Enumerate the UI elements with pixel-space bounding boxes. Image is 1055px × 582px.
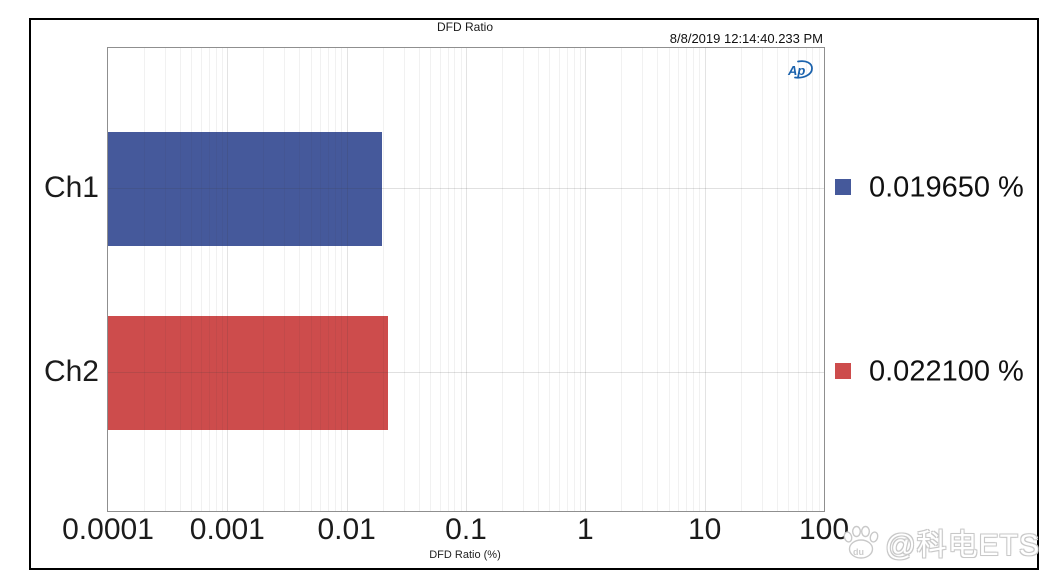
legend-marker-ch1 bbox=[835, 178, 851, 195]
timestamp: 8/8/2019 12:14:40.233 PM bbox=[669, 31, 823, 46]
gridline-vertical bbox=[320, 48, 322, 511]
gridline-vertical bbox=[812, 48, 814, 511]
bar-ch2 bbox=[108, 315, 388, 430]
gridline-vertical bbox=[501, 48, 503, 511]
gridline-vertical bbox=[164, 48, 166, 511]
paw-icon-label: du bbox=[853, 547, 864, 557]
gridline-vertical bbox=[221, 48, 223, 511]
audio-precision-logo-icon: Ap bbox=[787, 60, 813, 79]
gridline-vertical bbox=[797, 48, 799, 511]
gridline-vertical bbox=[740, 48, 742, 511]
gridline-vertical bbox=[678, 48, 680, 511]
baidu-paw-icon: du bbox=[843, 525, 879, 559]
gridline-vertical bbox=[579, 48, 581, 511]
gridline-vertical bbox=[805, 48, 807, 511]
gridline-vertical bbox=[549, 48, 551, 511]
gridline-vertical bbox=[200, 48, 202, 511]
gridline-vertical bbox=[284, 48, 286, 511]
ap-logo-text: Ap bbox=[787, 63, 805, 78]
bar-ch1 bbox=[108, 131, 382, 246]
x-tick-label: 0.0001 bbox=[62, 513, 154, 546]
gridline-vertical bbox=[566, 48, 568, 511]
gridline-vertical bbox=[382, 48, 384, 511]
watermark: du @科电ETS bbox=[840, 520, 1040, 564]
gridline-vertical bbox=[460, 48, 462, 511]
gridline-vertical bbox=[430, 48, 432, 511]
gridline-vertical bbox=[403, 48, 405, 511]
gridline-vertical bbox=[466, 48, 467, 511]
gridline-vertical bbox=[310, 48, 312, 511]
legend-value-ch1: 0.019650 % bbox=[869, 171, 1024, 204]
gridline-vertical bbox=[522, 48, 524, 511]
x-tick-label: 10 bbox=[687, 513, 722, 546]
gridline-vertical bbox=[335, 48, 337, 511]
x-tick-label: 100 bbox=[798, 513, 850, 546]
gridline-vertical bbox=[585, 48, 587, 511]
chart-title: DFD Ratio bbox=[436, 20, 493, 34]
gridline-vertical bbox=[657, 48, 659, 511]
gridline-vertical bbox=[346, 48, 348, 511]
gridline-vertical bbox=[788, 48, 790, 511]
legend-marker-ch2 bbox=[835, 362, 851, 379]
gridline-vertical bbox=[191, 48, 193, 511]
gridline-vertical bbox=[621, 48, 623, 511]
x-axis-title: DFD Ratio (%) bbox=[429, 549, 501, 561]
gridline-horizontal bbox=[108, 188, 824, 190]
gridline-vertical bbox=[693, 48, 695, 511]
gridline-vertical bbox=[642, 48, 644, 511]
x-tick-label: 0.001 bbox=[189, 513, 265, 546]
category-label-ch2: Ch2 bbox=[43, 354, 99, 388]
gridline-vertical bbox=[699, 48, 701, 511]
gridline-vertical bbox=[704, 48, 706, 511]
gridline-vertical bbox=[179, 48, 181, 511]
watermark-text: @科电ETS bbox=[885, 529, 1040, 562]
x-tick-label: 0.01 bbox=[317, 513, 376, 546]
gridline-vertical bbox=[328, 48, 330, 511]
gridline-vertical bbox=[215, 48, 217, 511]
gridline-vertical bbox=[761, 48, 763, 511]
gridline-vertical bbox=[208, 48, 210, 511]
gridline-vertical bbox=[447, 48, 449, 511]
gridline-vertical bbox=[537, 48, 539, 511]
gridline-vertical bbox=[418, 48, 420, 511]
legend-value-ch2: 0.022100 % bbox=[869, 355, 1024, 388]
gridline-vertical bbox=[776, 48, 778, 511]
category-label-ch1: Ch1 bbox=[43, 170, 99, 204]
gridline-vertical bbox=[686, 48, 688, 511]
gridline-vertical bbox=[668, 48, 670, 511]
x-tick-label: 0.1 bbox=[445, 513, 487, 546]
plot-area: Ap bbox=[107, 47, 825, 512]
gridline-vertical bbox=[439, 48, 441, 511]
gridline-vertical bbox=[299, 48, 301, 511]
gridline-vertical bbox=[558, 48, 560, 511]
gridline-vertical bbox=[143, 48, 145, 511]
gridline-vertical bbox=[227, 48, 229, 511]
gridline-horizontal bbox=[108, 372, 824, 374]
gridline-vertical bbox=[454, 48, 456, 511]
gridline-vertical bbox=[818, 48, 820, 511]
x-tick-label: 1 bbox=[576, 513, 594, 546]
gridline-vertical bbox=[341, 48, 343, 511]
gridline-vertical bbox=[263, 48, 265, 511]
gridline-vertical bbox=[573, 48, 575, 511]
